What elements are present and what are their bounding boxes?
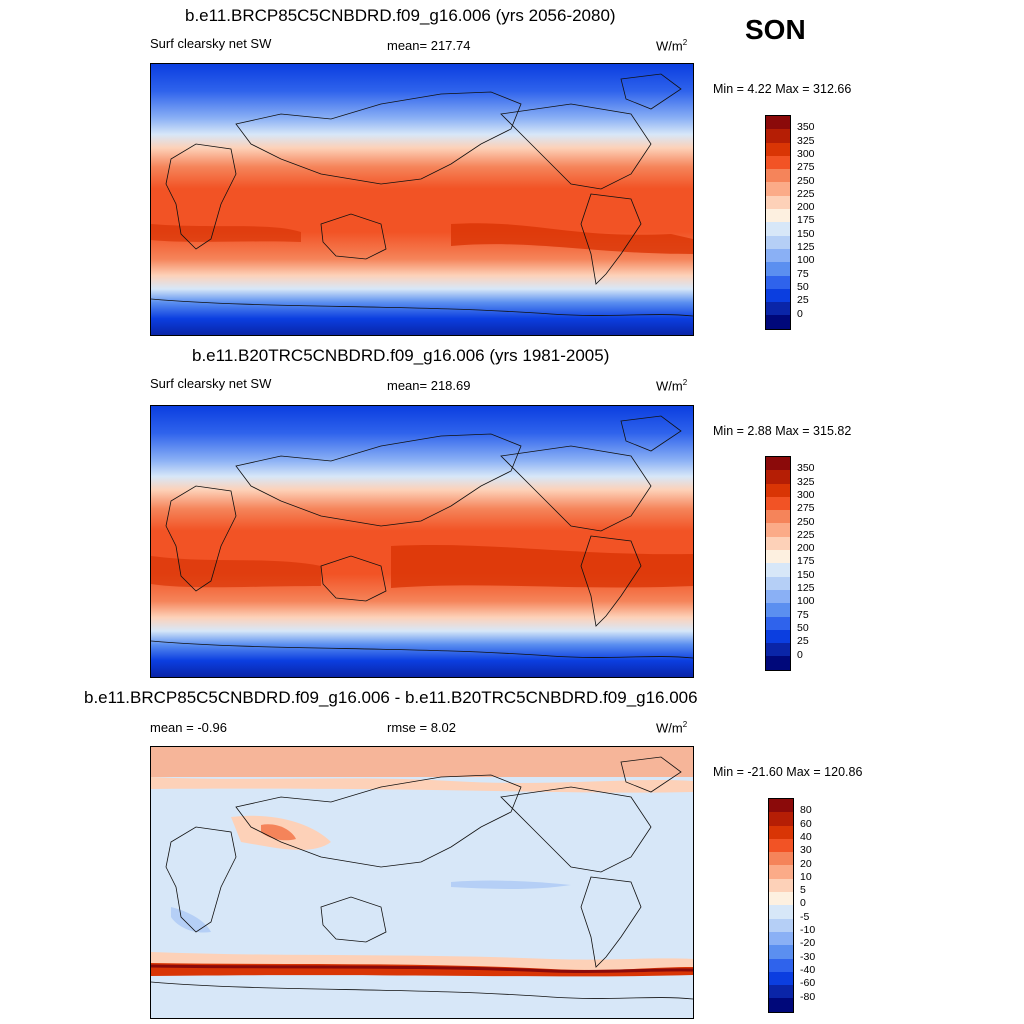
panel3-colorbar [768, 798, 794, 1013]
panel1-title: b.e11.BRCP85C5CNBDRD.f09_g16.006 (yrs 20… [185, 6, 616, 25]
colorbar-tick-label: 250 [797, 174, 815, 187]
colorbar-tick-label: 100 [797, 254, 815, 267]
colorbar-tick-label: 300 [797, 147, 815, 160]
colorbar-tick-label: 80 [800, 804, 812, 817]
panel2-variable-label: Surf clearsky net SW [150, 376, 272, 391]
colorbar-tick-label: 0 [797, 307, 803, 320]
colorbar-tick-label: -20 [800, 937, 816, 950]
colorbar-tick-label: 325 [797, 134, 815, 147]
panel3-title: b.e11.BRCP85C5CNBDRD.f09_g16.006 - b.e11… [84, 688, 698, 707]
colorbar-tick-label: 225 [797, 528, 815, 541]
panel3-rmse-label: rmse = 8.02 [387, 720, 457, 735]
colorbar-tick-label: 325 [797, 475, 815, 488]
colorbar-tick-label: 0 [797, 648, 803, 661]
panel2-coastlines [151, 415, 693, 659]
colorbar-tick-label: 60 [800, 817, 812, 830]
colorbar-tick-label: 175 [797, 555, 815, 568]
colorbar-tick-label: 50 [797, 280, 809, 293]
panel2-minmax: Min = 2.88 Max = 315.82 [713, 424, 852, 438]
colorbar-tick-label: 10 [800, 870, 812, 883]
season-label: SON [745, 14, 806, 45]
panel3-mean-label: mean = -0.96 [150, 720, 227, 735]
colorbar-tick-label: 150 [797, 568, 815, 581]
colorbar-tick-label: 100 [797, 595, 815, 608]
colorbar-tick-label: 40 [800, 830, 812, 843]
colorbar-tick-label: 300 [797, 488, 815, 501]
colorbar-tick-label: 0 [800, 897, 806, 910]
colorbar-tick-label: 200 [797, 201, 815, 214]
colorbar-tick-label: 30 [800, 844, 812, 857]
colorbar-tick-label: 25 [797, 635, 809, 648]
colorbar-tick-label: 175 [797, 214, 815, 227]
panel3-coastlines [151, 756, 693, 1000]
panel1-coastlines [151, 73, 693, 317]
colorbar-tick-label: -5 [800, 910, 810, 923]
panel2-units: W/m2 [656, 378, 688, 394]
colorbar-tick-label: 200 [797, 542, 815, 555]
colorbar-tick-label: 350 [797, 462, 815, 475]
panel3-units: W/m2 [656, 720, 688, 736]
panel1-units: W/m2 [656, 38, 688, 54]
colorbar-tick-label: 350 [797, 121, 815, 134]
colorbar-tick-label: 150 [797, 227, 815, 240]
panel1-mean-label: mean= 217.74 [387, 38, 471, 53]
panel1-colorbar [765, 115, 791, 330]
colorbar-tick-label: -60 [800, 977, 816, 990]
panel1-minmax: Min = 4.22 Max = 312.66 [713, 82, 852, 96]
panel2-map [150, 405, 694, 678]
colorbar-tick-label: 75 [797, 608, 809, 621]
panel2-colorbar [765, 456, 791, 671]
colorbar-tick-label: 250 [797, 515, 815, 528]
colorbar-tick-label: -40 [800, 963, 816, 976]
colorbar-tick-label: -30 [800, 950, 816, 963]
colorbar-tick-label: 275 [797, 502, 815, 515]
colorbar-tick-label: 20 [800, 857, 812, 870]
colorbar-tick-label: 225 [797, 187, 815, 200]
colorbar-tick-label: -80 [800, 990, 816, 1003]
panel2-title: b.e11.B20TRC5CNBDRD.f09_g16.006 (yrs 198… [192, 346, 610, 365]
panel3-minmax: Min = -21.60 Max = 120.86 [713, 765, 863, 779]
panel3-map [150, 746, 694, 1019]
panel2-mean-label: mean= 218.69 [387, 378, 471, 393]
colorbar-tick-label: 75 [797, 267, 809, 280]
colorbar-tick-label: 50 [797, 621, 809, 634]
colorbar-tick-label: 25 [797, 294, 809, 307]
colorbar-tick-label: 5 [800, 884, 806, 897]
colorbar-tick-label: -10 [800, 924, 816, 936]
colorbar-tick-label: 125 [797, 241, 815, 253]
colorbar-tick-label: 275 [797, 161, 815, 174]
colorbar-tick-label: 125 [797, 582, 815, 594]
panel1-map [150, 63, 694, 336]
panel1-variable-label: Surf clearsky net SW [150, 36, 272, 51]
